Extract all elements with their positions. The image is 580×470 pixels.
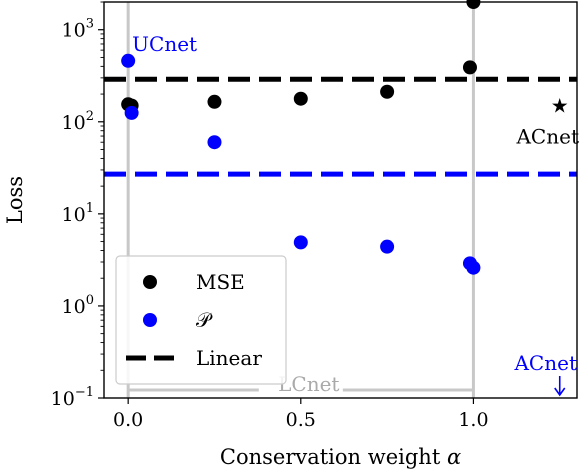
legend-swatch-1: [143, 313, 157, 327]
point-s0-3: [293, 91, 308, 106]
annotation-ucnet: UCnet: [132, 32, 197, 56]
legend-swatch-0: [143, 275, 157, 289]
x-tick-label-1: 0.5: [286, 409, 316, 431]
data-points: [121, 0, 481, 275]
point-s1-0: [121, 53, 136, 68]
point-s0-2: [207, 94, 222, 109]
annotations: UCnet ★ ACnet LCnet ACnet: [132, 32, 579, 397]
point-s1-2: [207, 135, 222, 150]
point-s1-6: [466, 260, 481, 275]
point-s1-3: [293, 235, 308, 250]
y-axis-title: Loss: [3, 176, 27, 224]
x-tick-label-2: 1.0: [458, 409, 488, 431]
legend-box: [115, 255, 287, 385]
acnet-star-marker: ★: [551, 94, 569, 118]
x-axis-title: Conservation weight α: [220, 445, 461, 469]
x-axis-ticks: 0.0 0.5 1.0: [113, 398, 489, 431]
point-s1-4: [380, 239, 395, 254]
plot-frame: [103, 1, 578, 399]
y-tick-label-2: 101: [62, 201, 94, 226]
y-tick-label-3: 102: [62, 109, 94, 134]
legend: MSE 𝒫 Linear: [115, 255, 287, 385]
reference-lines: [104, 76, 577, 177]
legend-label-2: Linear: [196, 346, 262, 370]
y-tick-label-1: 100: [62, 293, 94, 318]
point-s1-1: [124, 105, 139, 120]
annotation-acnet-p: ACnet: [513, 351, 577, 375]
legend-label-0: MSE: [196, 270, 245, 294]
point-s0-5: [462, 60, 477, 75]
y-tick-label-0: 10−1: [51, 385, 94, 410]
y-axis-ticks: 10−1 100 101 102 103: [51, 1, 104, 410]
point-s0-4: [380, 84, 395, 99]
annotation-acnet-mse: ACnet: [515, 125, 579, 149]
annotation-lcnet: LCnet: [278, 372, 339, 396]
y-tick-label-4: 103: [62, 17, 94, 42]
x-tick-label-0: 0.0: [113, 409, 143, 431]
legend-label-1: 𝒫: [196, 308, 213, 332]
acnet-arrow-head: [554, 387, 566, 397]
